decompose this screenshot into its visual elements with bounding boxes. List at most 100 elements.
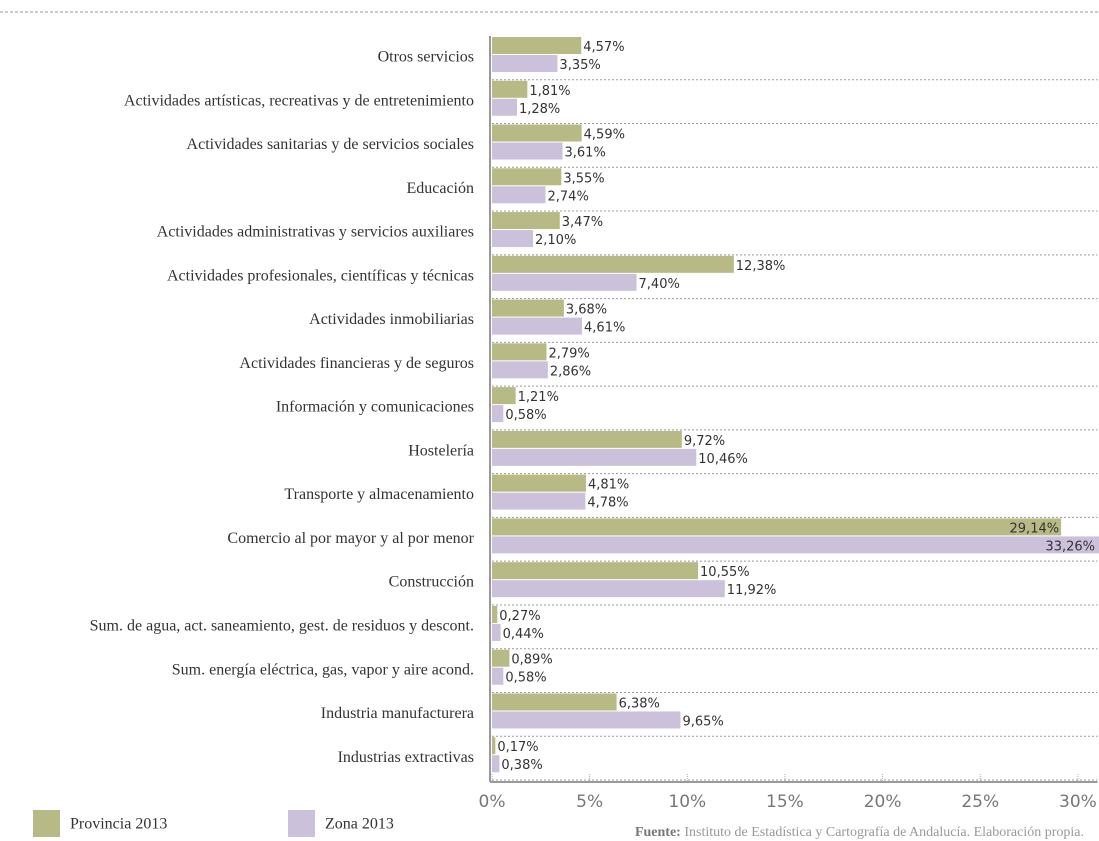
source: Fuente: Instituto de Estadística y Carto… — [635, 825, 1084, 840]
value-label: 4,78% — [587, 496, 628, 511]
value-label: 0,89% — [511, 653, 552, 668]
value-label: 0,58% — [505, 671, 546, 686]
bar — [492, 580, 725, 598]
value-label: 4,57% — [583, 40, 624, 55]
legend-swatch — [288, 810, 315, 837]
bar — [492, 387, 516, 405]
value-label: 0,44% — [503, 627, 544, 642]
value-label: 7,40% — [639, 277, 680, 292]
category-label: Actividades profesionales, científicas y… — [167, 267, 474, 284]
value-label: 2,74% — [548, 189, 589, 204]
bar — [492, 98, 517, 116]
value-label: 12,38% — [736, 259, 786, 274]
value-label: 1,81% — [529, 84, 570, 99]
x-tick-label: 10% — [668, 792, 706, 812]
value-label: 2,10% — [535, 233, 576, 248]
bar — [492, 124, 582, 142]
category-label: Construcción — [389, 574, 474, 591]
value-label: 3,47% — [562, 215, 603, 230]
value-label: 0,58% — [505, 408, 546, 423]
category-label: Actividades inmobiliarias — [309, 311, 474, 328]
value-label: 10,55% — [700, 565, 750, 580]
value-label: 10,46% — [698, 452, 748, 467]
bar — [492, 737, 496, 755]
category-label: Transporte y almacenamiento — [284, 486, 474, 503]
bar — [492, 299, 564, 317]
category-label: Información y comunicaciones — [276, 399, 474, 416]
value-label: 11,92% — [727, 583, 777, 598]
bar — [492, 474, 586, 492]
legend-swatch — [33, 810, 60, 837]
value-label: 6,38% — [619, 696, 660, 711]
category-label: Industrias extractivas — [338, 749, 474, 766]
value-label: 2,86% — [550, 364, 591, 379]
bar — [492, 492, 586, 510]
bar — [492, 212, 560, 230]
category-label: Actividades sanitarias y de servicios so… — [187, 136, 474, 153]
source-label: Fuente: — [635, 825, 681, 840]
bar — [492, 405, 504, 423]
bar — [492, 711, 681, 729]
value-label: 33,26% — [1045, 539, 1095, 554]
bar — [492, 55, 558, 72]
category-label: Industria manufacturera — [321, 705, 474, 722]
bar — [492, 142, 563, 160]
bar — [492, 518, 1062, 536]
bar — [492, 430, 682, 448]
x-tick-label: 30% — [1059, 792, 1097, 812]
bar — [492, 168, 562, 186]
bar — [492, 649, 510, 667]
category-label: Hostelería — [408, 442, 474, 459]
value-label: 4,61% — [584, 321, 625, 336]
legend-label: Provincia 2013 — [70, 816, 167, 833]
value-label: 3,55% — [563, 171, 604, 186]
bar — [492, 667, 504, 685]
value-label: 3,68% — [566, 303, 607, 318]
bar — [492, 80, 528, 98]
bar — [492, 343, 547, 361]
x-tick-label: 20% — [864, 792, 902, 812]
x-tick-label: 25% — [961, 792, 999, 812]
value-label: 0,27% — [499, 609, 540, 624]
category-label: Educación — [406, 180, 474, 197]
value-label: 9,72% — [684, 434, 725, 449]
category-label: Otros servicios — [378, 49, 474, 66]
bar — [492, 562, 699, 580]
x-tick-label: 0% — [479, 792, 506, 812]
bar — [492, 361, 548, 379]
legend-label: Zona 2013 — [325, 816, 394, 833]
bar — [492, 230, 534, 248]
bar — [492, 255, 734, 273]
bar — [492, 755, 500, 773]
value-label: 3,61% — [565, 146, 606, 161]
value-label: 9,65% — [682, 714, 723, 729]
category-label: Actividades artísticas, recreativas y de… — [124, 92, 474, 109]
value-label: 4,81% — [588, 478, 629, 493]
value-label: 4,59% — [584, 128, 625, 143]
bar — [492, 693, 617, 711]
category-label: Sum. de agua, act. saneamiento, gest. de… — [90, 617, 474, 634]
x-tick-label: 15% — [766, 792, 804, 812]
bar — [492, 37, 582, 54]
value-label: 0,38% — [501, 758, 542, 773]
value-label: 1,28% — [519, 102, 560, 117]
bar — [492, 186, 546, 204]
value-label: 0,17% — [497, 740, 538, 755]
category-label: Sum. energía eléctrica, gas, vapor y air… — [172, 661, 474, 678]
bar — [492, 273, 637, 291]
source-text: Instituto de Estadística y Cartografía d… — [684, 825, 1084, 840]
category-label: Actividades financieras y de seguros — [239, 355, 474, 372]
bar — [492, 623, 501, 641]
value-label: 3,35% — [559, 58, 600, 73]
bar — [492, 448, 697, 466]
category-label: Actividades administrativas y servicios … — [157, 224, 474, 241]
value-label: 1,21% — [518, 390, 559, 405]
value-label: 29,14% — [1010, 521, 1060, 536]
value-label: 2,79% — [548, 346, 589, 361]
category-label: Comercio al por mayor y al por menor — [227, 530, 474, 547]
bar — [492, 605, 498, 623]
x-tick-label: 5% — [576, 792, 603, 812]
bar — [492, 317, 583, 335]
bar — [492, 536, 1099, 554]
